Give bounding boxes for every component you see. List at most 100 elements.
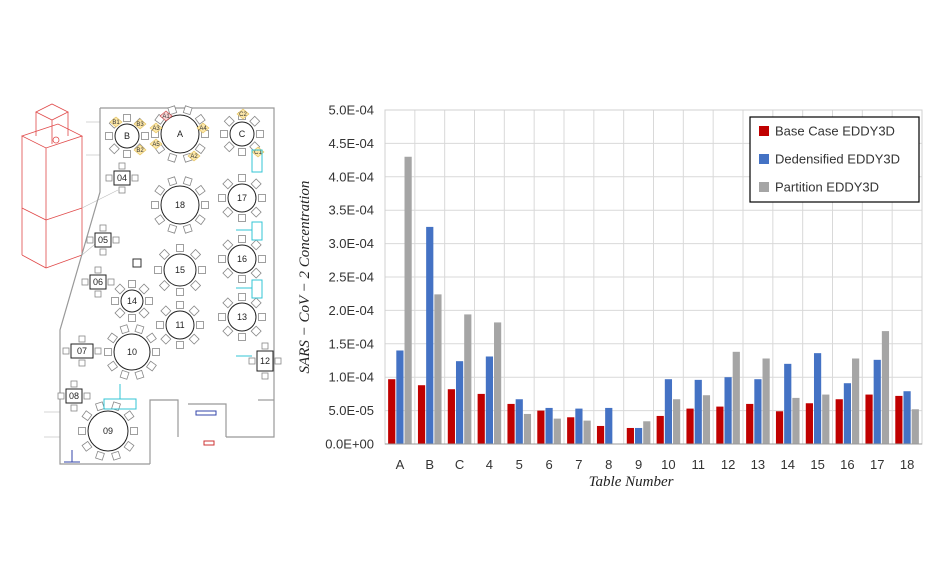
x-tick-label: 17	[870, 457, 884, 472]
bar	[656, 415, 664, 444]
square-table	[70, 343, 94, 359]
round-table	[229, 121, 255, 147]
chair	[86, 236, 94, 244]
chair	[111, 297, 119, 305]
chair	[238, 235, 246, 243]
chair	[188, 305, 200, 317]
bar	[792, 397, 800, 444]
chair	[256, 130, 264, 138]
table-label: 11	[175, 320, 184, 330]
y-tick-label: 4.0E-04	[328, 169, 374, 184]
seat-tag	[133, 118, 147, 130]
chair	[258, 313, 266, 321]
chair	[218, 194, 226, 202]
chair	[167, 152, 178, 163]
chair	[176, 244, 184, 252]
legend-swatch	[759, 126, 769, 136]
round-table	[120, 289, 144, 313]
chair	[112, 236, 120, 244]
chair	[248, 357, 256, 365]
round-table	[227, 183, 257, 213]
bar	[567, 417, 575, 444]
bar	[903, 391, 911, 444]
legend-swatch	[759, 182, 769, 192]
chair	[123, 440, 135, 452]
bar	[523, 413, 532, 444]
bar	[852, 358, 860, 444]
x-tick-label: 16	[840, 457, 854, 472]
chair	[95, 401, 105, 412]
chair	[152, 348, 160, 356]
seat-tag-label: B3	[136, 122, 144, 128]
legend-swatch	[759, 154, 769, 164]
x-tick-label: 18	[900, 457, 914, 472]
chair	[160, 305, 172, 317]
legend-label: Base Case EDDY3D	[775, 124, 895, 139]
bar	[477, 393, 485, 444]
chair	[118, 162, 126, 170]
chair	[167, 223, 178, 234]
chairs	[57, 105, 282, 461]
table-label: 14	[127, 296, 137, 306]
bar	[537, 410, 545, 444]
chair	[222, 178, 234, 190]
bar	[881, 331, 890, 444]
y-axis-title: SARS − CoV − 2 Concentration	[297, 181, 313, 374]
round-table	[227, 244, 257, 274]
chair	[223, 141, 235, 153]
table-label: 10	[127, 347, 137, 357]
y-tick-label: 4.5E-04	[328, 136, 374, 151]
round-table	[160, 185, 200, 225]
bar	[553, 418, 561, 444]
y-tick-label: 0.0E+00	[325, 437, 374, 452]
x-tick-label: 13	[751, 457, 765, 472]
chair	[95, 450, 105, 461]
chair	[182, 176, 193, 187]
chair	[154, 184, 166, 196]
chair	[134, 369, 145, 380]
x-tick-label: B	[425, 457, 434, 472]
chair	[194, 143, 206, 155]
chair	[194, 113, 206, 125]
bar	[447, 389, 455, 444]
chair	[138, 307, 150, 319]
chair	[70, 380, 78, 388]
chair	[176, 341, 184, 349]
x-tick-label: 5	[516, 457, 523, 472]
chair	[138, 283, 150, 295]
x-tick-label: 12	[721, 457, 735, 472]
x-tick-label: 6	[545, 457, 552, 472]
bar	[404, 156, 412, 444]
x-tick-label: 7	[575, 457, 582, 472]
seat-tag	[149, 138, 163, 150]
seat-tag-label: A3	[152, 126, 160, 132]
chair	[167, 176, 178, 187]
seat-tag-label: A1	[162, 114, 170, 120]
chair	[188, 333, 200, 345]
red-fixture	[203, 440, 215, 446]
bar	[664, 379, 673, 444]
table-label: 08	[69, 391, 79, 401]
bar	[575, 408, 583, 444]
chair	[160, 333, 172, 345]
chair	[249, 115, 261, 127]
bar	[396, 350, 404, 444]
bar	[515, 399, 523, 444]
y-tick-labels: 0.0E+00 5.0E-05 1.0E-04 1.5E-04 2.0E-04 2.5E-…	[325, 103, 374, 452]
chair	[99, 224, 107, 232]
x-tick-labels: A B C 4 5 6 7 8 9 10 11 12 13 14 15 16 17 18	[396, 457, 915, 472]
chair	[131, 174, 139, 182]
chair	[107, 360, 119, 372]
table-label: 12	[260, 356, 270, 366]
legend-label: Dedensified EDDY3D	[775, 152, 900, 167]
bar	[426, 226, 434, 444]
chair	[57, 392, 65, 400]
chair	[123, 410, 135, 422]
bar	[775, 411, 784, 444]
y-tick-label: 1.5E-04	[328, 336, 374, 351]
bar	[596, 425, 605, 444]
chair	[194, 184, 206, 196]
chair	[222, 239, 234, 251]
square-table	[113, 170, 131, 186]
